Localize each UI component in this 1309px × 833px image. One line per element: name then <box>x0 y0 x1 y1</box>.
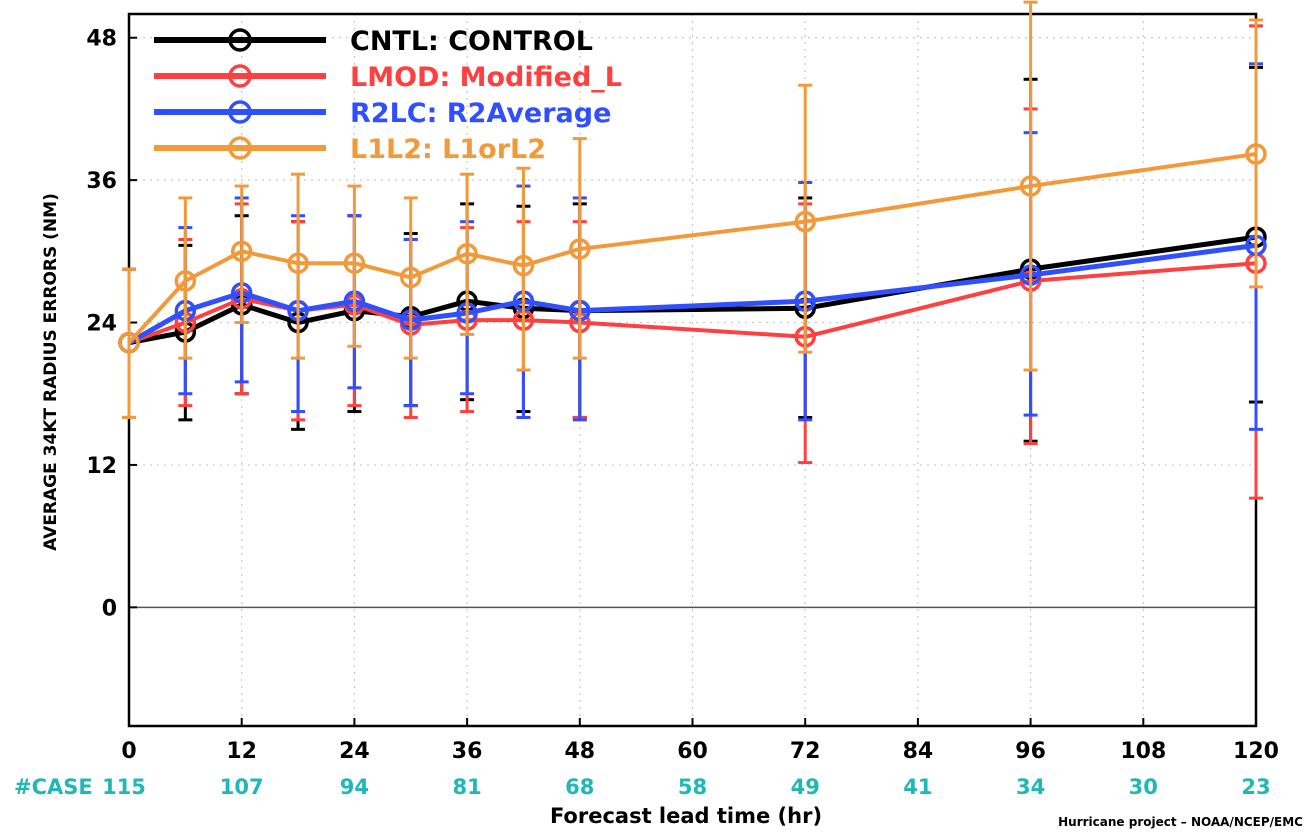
legend-entry-1: LMOD: Modified_L <box>154 62 622 93</box>
case-count: 34 <box>1016 775 1045 799</box>
case-count: 107 <box>220 775 264 799</box>
legend-label: L1L2: L1orL2 <box>350 134 546 165</box>
series-layer <box>118 0 1267 500</box>
data-point <box>343 252 366 274</box>
label-layer: AVERAGE 34KT RADIUS ERRORS (NM) Forecast… <box>14 27 1303 829</box>
case-count: 94 <box>340 775 369 799</box>
x-tick-label: 84 <box>903 739 934 764</box>
case-count: 49 <box>791 775 820 799</box>
case-count: 30 <box>1129 775 1158 799</box>
case-count: 81 <box>452 775 481 799</box>
case-count: 41 <box>903 775 932 799</box>
case-count: 68 <box>565 775 594 799</box>
legend-entry-2: R2LC: R2Average <box>154 98 611 129</box>
legend-marker <box>228 28 252 52</box>
x-tick-label: 72 <box>790 739 821 764</box>
data-point <box>287 252 309 274</box>
y-tick-label: 48 <box>86 27 117 52</box>
data-point <box>174 270 197 292</box>
data-point <box>456 242 478 265</box>
case-count: 23 <box>1241 775 1270 799</box>
data-point <box>118 331 140 354</box>
data-point <box>1245 143 1267 165</box>
x-axis-label: Forecast lead time (hr) <box>550 804 822 828</box>
case-count: 115 <box>102 775 146 799</box>
data-point <box>794 210 816 233</box>
legend-label: CNTL: CONTROL <box>350 26 593 57</box>
series-3 <box>118 0 1267 419</box>
x-tick-label: 36 <box>452 739 483 764</box>
data-point <box>512 254 535 277</box>
legend-label: LMOD: Modified_L <box>350 62 622 93</box>
x-tick-label: 24 <box>339 739 370 764</box>
y-tick-label: 0 <box>102 596 117 621</box>
y-tick-label: 24 <box>86 312 117 337</box>
x-tick-label: 120 <box>1233 739 1279 764</box>
legend-label: R2LC: R2Average <box>350 98 611 129</box>
data-point <box>1019 175 1042 197</box>
y-tick-label: 36 <box>86 169 117 194</box>
legend-entry-3: L1L2: L1orL2 <box>154 134 546 165</box>
x-tick-label: 60 <box>677 739 708 764</box>
legend-marker <box>228 136 252 160</box>
data-point <box>230 240 253 263</box>
legend-marker <box>228 100 252 124</box>
x-tick-label: 96 <box>1015 739 1046 764</box>
legend: CNTL: CONTROL LMOD: Modified_L R2LC: R2Ave… <box>154 26 622 165</box>
x-tick-label: 48 <box>564 739 595 764</box>
legend-marker <box>228 64 252 88</box>
x-tick-label: 0 <box>121 739 136 764</box>
y-tick-label: 12 <box>86 454 117 479</box>
credit-text: Hurricane project – NOAA/NCEP/EMC <box>1058 815 1303 829</box>
x-tick-label: 108 <box>1120 739 1166 764</box>
y-axis-label: AVERAGE 34KT RADIUS ERRORS (NM) <box>41 193 61 551</box>
case-count: 58 <box>678 775 707 799</box>
data-point <box>400 266 422 289</box>
legend-entry-0: CNTL: CONTROL <box>154 26 593 57</box>
case-count-label: #CASE <box>14 775 93 799</box>
x-tick-label: 12 <box>226 739 257 764</box>
data-point <box>569 238 591 260</box>
